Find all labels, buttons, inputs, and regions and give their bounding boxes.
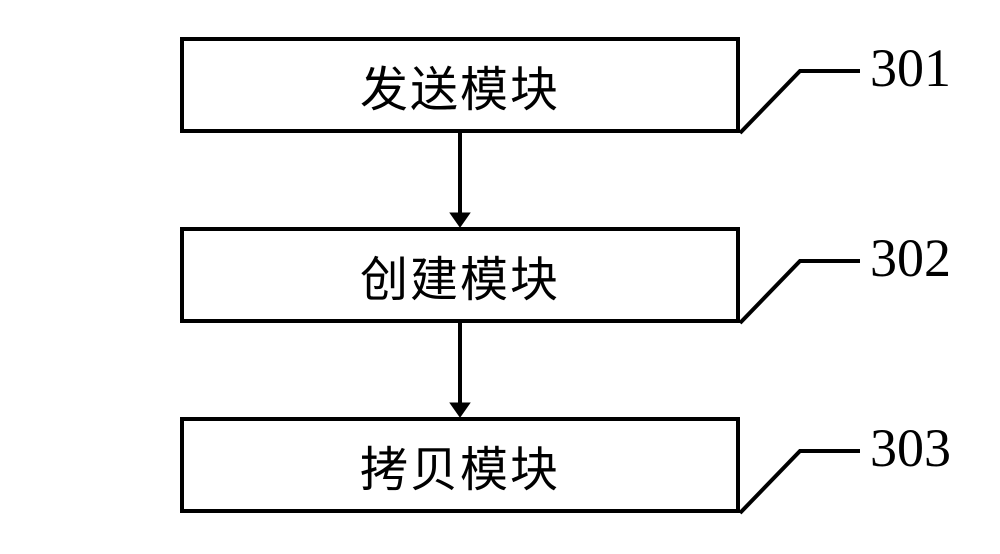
block-text: 拷贝模块 (360, 430, 560, 500)
block-send-module: 发送模块 (180, 37, 740, 133)
block-label-301: 301 (870, 37, 951, 99)
block-create-module: 创建模块 (180, 227, 740, 323)
block-copy-module: 拷贝模块 (180, 417, 740, 513)
block-text: 创建模块 (360, 240, 560, 310)
block-label-302: 302 (870, 227, 951, 289)
block-text: 发送模块 (360, 50, 560, 120)
block-label-303: 303 (870, 417, 951, 479)
flowchart-diagram: 发送模块 301 创建模块 302 拷贝模块 303 (100, 27, 900, 527)
